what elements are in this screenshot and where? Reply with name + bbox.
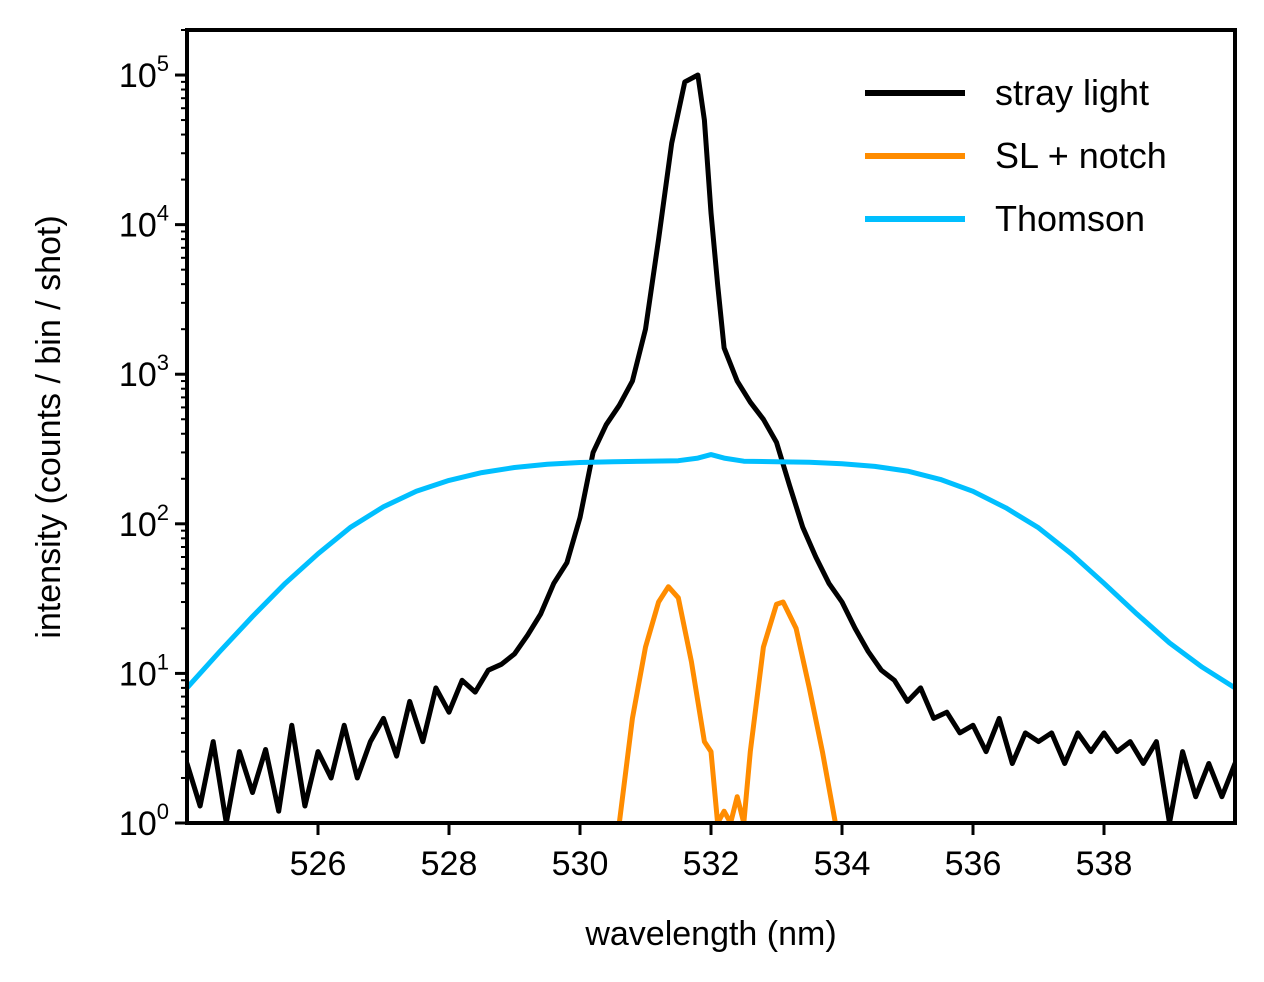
x-tick-label: 528 bbox=[421, 845, 478, 883]
x-tick-label: 526 bbox=[290, 845, 347, 883]
x-axis-ticks: 526 528 530 532 534 536 538 bbox=[290, 823, 1133, 883]
y-tick-label: 101 bbox=[119, 649, 169, 693]
legend: stray light SL + notch Thomson bbox=[865, 72, 1167, 239]
y-tick-label: 103 bbox=[119, 350, 169, 394]
y-tick-label: 104 bbox=[119, 201, 169, 245]
y-axis-ticks: 100 101 102 103 104 105 bbox=[119, 29, 187, 843]
y-tick-label: 100 bbox=[119, 799, 169, 843]
legend-label-stray-light: stray light bbox=[995, 72, 1149, 113]
y-tick-label: 105 bbox=[119, 51, 169, 95]
x-tick-label: 532 bbox=[683, 845, 740, 883]
series-line-thomson bbox=[187, 452, 1235, 691]
series-layer bbox=[187, 72, 1235, 823]
x-tick-label: 538 bbox=[1076, 845, 1133, 883]
y-tick-label: 102 bbox=[119, 500, 169, 544]
series-line-stray-light bbox=[187, 72, 1235, 823]
legend-label-sl-notch: SL + notch bbox=[995, 135, 1167, 176]
x-tick-label: 536 bbox=[945, 845, 1002, 883]
y-axis-label: intensity (counts / bin / shot) bbox=[30, 215, 68, 638]
x-tick-label: 530 bbox=[552, 845, 609, 883]
x-axis-label: wavelength (nm) bbox=[584, 915, 836, 953]
series-line-sl-notch bbox=[616, 584, 838, 823]
legend-label-thomson: Thomson bbox=[995, 198, 1145, 239]
x-tick-label: 534 bbox=[814, 845, 871, 883]
